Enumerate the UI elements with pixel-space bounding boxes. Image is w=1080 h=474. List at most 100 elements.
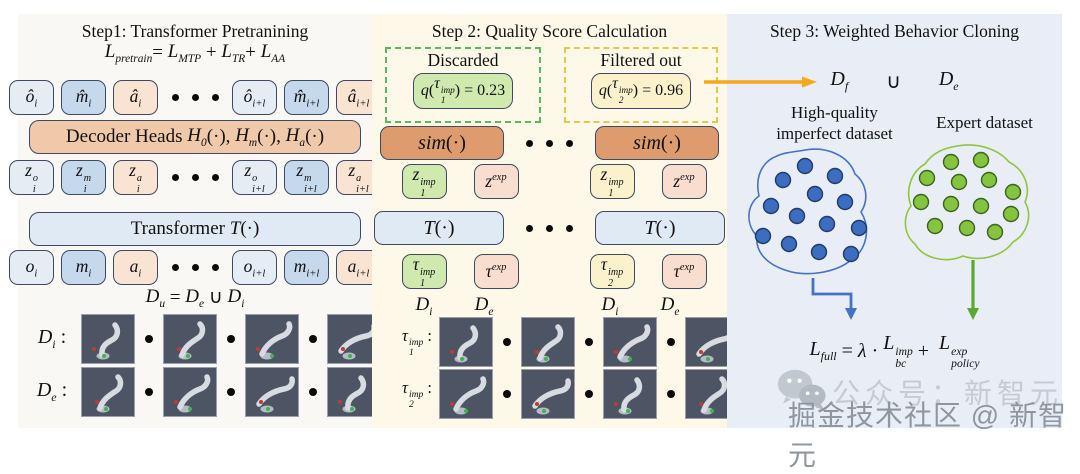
ellipsis-dots xyxy=(171,174,219,181)
filtered-out-group: Filtered out q(τ imp 2) = 0.96 xyxy=(564,47,718,123)
dataset-df: Df xyxy=(830,68,849,93)
token-box: âi xyxy=(113,80,158,115)
expert-blob-outline xyxy=(904,144,1030,261)
token-box: mi+l xyxy=(284,250,329,285)
robot-frame-image xyxy=(81,314,135,364)
robot-frame-image xyxy=(603,369,657,419)
imperfect-trajectory-row: Di : xyxy=(30,314,381,364)
token-box: z o i+l xyxy=(232,160,277,195)
robot-frame-image xyxy=(327,367,381,417)
imperfect-dataset-dots xyxy=(754,157,868,263)
token-box: oi xyxy=(9,250,54,285)
token-box: τexp xyxy=(473,254,519,289)
filtered-to-step3-arrow xyxy=(704,76,817,88)
imperfect-dataset-caption: High-quality imperfect dataset xyxy=(776,103,893,144)
robot-frame-image xyxy=(521,369,575,419)
ellipsis-dots xyxy=(526,224,573,232)
token-box: τ imp 1 xyxy=(401,254,447,289)
token-box: ôi+l xyxy=(232,80,277,115)
row-label-di: Di : xyxy=(37,326,67,351)
sim-function-box: sim (·) xyxy=(595,126,719,160)
imperfect-to-loss-arrow xyxy=(811,278,853,310)
token-box: z imp 1 xyxy=(401,164,447,199)
filtered-union-row: Df ∪ De xyxy=(727,68,1062,94)
filtered-out-label: Filtered out xyxy=(600,50,682,70)
sim-function-box: sim (·) xyxy=(380,126,504,160)
quality-score-low: q(τ imp 1) = 0.23 xyxy=(412,73,514,109)
robot-frame-image xyxy=(521,317,575,367)
robot-frame-image xyxy=(163,367,217,417)
pretrain-loss-formula: Lpretrain = LMTP + LTR + LAA xyxy=(104,41,286,65)
transformer-function-box: T (·) xyxy=(374,211,504,245)
robot-frame-strip xyxy=(439,369,739,419)
dataset-label-de: De xyxy=(660,294,680,318)
token-box: τexp xyxy=(661,254,707,289)
quality-score-high: q(τ imp 2) = 0.96 xyxy=(590,73,692,109)
robot-frame-image xyxy=(245,367,299,417)
step3-title: Step 3: Weighted Behavior Cloning xyxy=(769,21,1020,41)
token-box: mi xyxy=(61,250,106,285)
input-token-row: oi mi ai oi+l mi+l ai+l xyxy=(9,250,381,285)
dataset-de: De xyxy=(938,68,959,93)
ellipsis-dots xyxy=(526,139,573,147)
token-box: z m i+l xyxy=(284,160,329,195)
transformer-function-box: T (·) xyxy=(595,211,725,245)
watermark-dark-text: 掘金技术社区 @ 新智元 xyxy=(788,400,1067,471)
dataset-union-formula: Du = De ∪ Di xyxy=(145,286,245,310)
predicted-token-row: ôi m̂i âi ôi+l m̂i+l âi+l xyxy=(9,80,381,115)
robot-frame-strip xyxy=(81,314,381,364)
robot-frame-strip xyxy=(439,317,739,367)
expert-dataset-dots xyxy=(912,151,1022,241)
discarded-group: Discarded q(τ imp 1) = 0.23 xyxy=(385,47,541,123)
trajectory-pair-2: τ imp 2 τexp xyxy=(586,254,710,289)
expert-dataset-caption: Expert dataset xyxy=(936,113,1033,132)
decoder-heads-box: Decoder Heads H0 (·), Hm (·), Ha (·) xyxy=(29,120,361,154)
dataset-label-di: Di xyxy=(601,294,619,318)
token-box: ai xyxy=(113,250,158,285)
imperfect-traj2-row: τ imp 2 : xyxy=(378,369,739,419)
token-box: m̂i+l xyxy=(284,80,329,115)
token-box: z imp 1 xyxy=(589,164,635,199)
union-symbol: ∪ xyxy=(886,70,901,93)
wechat-icon xyxy=(777,369,826,410)
transformer-row: T (·) T (·) xyxy=(372,211,727,245)
dataset-blobs-figure xyxy=(748,144,1030,320)
imperfect-blob-outline xyxy=(748,148,868,275)
embedding-pair-2: z imp 1 zexp xyxy=(586,164,710,199)
imperfect-traj1-row: τ imp 1 : xyxy=(378,317,739,367)
ellipsis-dots xyxy=(171,264,219,271)
transformer-box: Transformer T (·) xyxy=(29,212,361,246)
token-box: τ imp 2 xyxy=(589,254,635,289)
discarded-label: Discarded xyxy=(427,50,499,70)
robot-frame-image xyxy=(439,369,493,419)
step1-title: Step1: Transformer Pretranining xyxy=(81,21,309,41)
token-box: zexp xyxy=(473,164,519,199)
robot-frame-image xyxy=(163,314,217,364)
ellipsis-dots xyxy=(171,94,219,101)
row-label-tau1: τ imp 1 : xyxy=(402,325,432,359)
robot-frame-image xyxy=(81,367,135,417)
robot-frame-image xyxy=(439,317,493,367)
trajectory-pair-1: τ imp 1 τexp xyxy=(398,254,522,289)
dataset-label-di: Di xyxy=(415,294,433,318)
similarity-row: sim (·) sim (·) xyxy=(372,126,727,160)
token-box: ôi xyxy=(9,80,54,115)
panel-step1-pretraining: Step1: Transformer Pretranining Lpretrai… xyxy=(9,14,381,428)
dataset-label-row: Di De Di De xyxy=(372,294,727,318)
robot-frame-image xyxy=(327,314,381,364)
token-box: m̂i xyxy=(61,80,106,115)
row-label-de: De : xyxy=(36,379,68,404)
robot-frame-image xyxy=(603,317,657,367)
embedding-pair-1: z imp 1 zexp xyxy=(398,164,522,199)
robot-frame-image xyxy=(245,314,299,364)
row-label-tau2: τ imp 2 : xyxy=(402,377,432,411)
robot-frame-strip xyxy=(81,367,381,417)
dataset-label-de: De xyxy=(474,294,494,318)
token-box: zexp xyxy=(661,164,707,199)
step2-title: Step 2: Quality Score Calculation xyxy=(431,21,668,41)
panel-step2-quality-score: Step 2: Quality Score Calculation Discar… xyxy=(372,14,739,428)
